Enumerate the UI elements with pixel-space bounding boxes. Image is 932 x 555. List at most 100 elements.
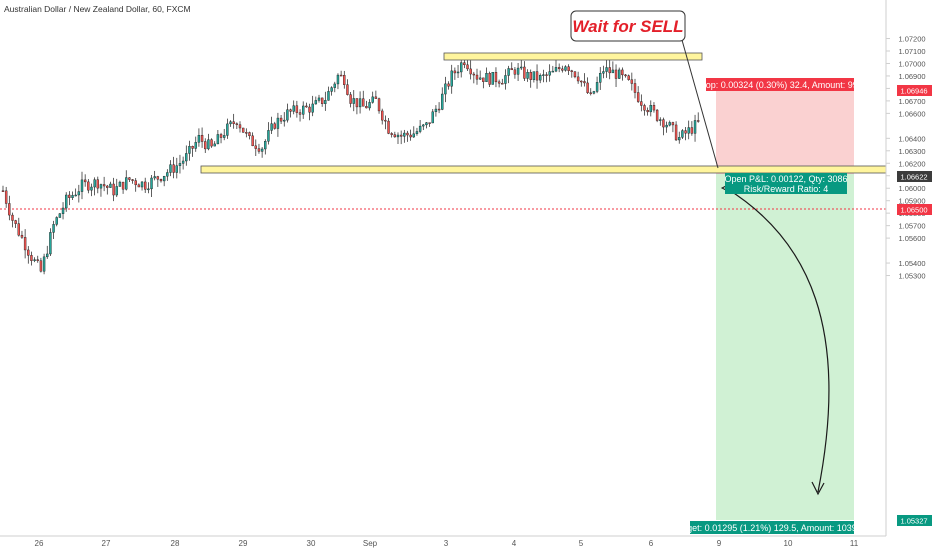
stop-label: Stop: 0.00324 (0.30%) 32.4, Amount: 990 bbox=[697, 78, 863, 91]
candle-down bbox=[646, 110, 649, 113]
candle-down bbox=[8, 203, 11, 216]
candle-down bbox=[156, 176, 160, 180]
candle-down bbox=[17, 223, 20, 236]
candle-down bbox=[102, 184, 106, 187]
candle-up bbox=[403, 132, 406, 137]
candles-group bbox=[1, 58, 700, 275]
candle-down bbox=[390, 133, 393, 135]
candle-down bbox=[365, 106, 368, 109]
candle-down bbox=[674, 124, 678, 141]
y-tick-label: 1.07100 bbox=[898, 47, 925, 56]
svg-text:1.06622: 1.06622 bbox=[900, 173, 927, 182]
candle-down bbox=[112, 183, 115, 196]
x-tick-label: 5 bbox=[579, 539, 584, 548]
callout-pointer-line bbox=[681, 39, 719, 169]
candle-up bbox=[197, 134, 201, 143]
candle-up bbox=[276, 117, 280, 129]
candle-down bbox=[671, 122, 675, 126]
candle-down bbox=[346, 84, 349, 95]
candle-up bbox=[618, 69, 621, 79]
candle-down bbox=[355, 98, 359, 108]
candle-up bbox=[311, 103, 314, 113]
candle-down bbox=[570, 70, 573, 72]
y-tick-label: 1.05400 bbox=[898, 259, 925, 268]
candle-down bbox=[384, 119, 387, 122]
candle-down bbox=[251, 135, 254, 147]
candle-up bbox=[64, 194, 68, 209]
symbol-title: Australian Dollar / New Zealand Dollar, … bbox=[4, 4, 191, 14]
x-tick-label: Sep bbox=[363, 539, 378, 548]
candle-down bbox=[576, 76, 580, 82]
candle-down bbox=[399, 134, 403, 137]
price-axis[interactable]: 1.072001.071001.070001.069001.068001.067… bbox=[885, 0, 932, 550]
candle-down bbox=[254, 145, 258, 149]
candle-down bbox=[627, 75, 630, 80]
candle-down bbox=[200, 134, 204, 142]
candle-down bbox=[30, 255, 33, 261]
candle-down bbox=[697, 120, 700, 122]
time-axis[interactable]: 26 27 28 29 30 Sep 3 4 5 6 9 10 11 bbox=[0, 535, 886, 550]
candle-down bbox=[295, 105, 299, 113]
y-tick-label: 1.05900 bbox=[898, 197, 925, 206]
candle-down bbox=[137, 184, 141, 188]
candle-down bbox=[586, 82, 589, 93]
target-label: Target: 0.01295 (1.21%) 129.5, Amount: 1… bbox=[675, 521, 869, 534]
resistance-level[interactable] bbox=[443, 52, 703, 61]
candle-down bbox=[172, 164, 175, 173]
y-tick-label: 1.07200 bbox=[898, 35, 925, 44]
candle-down bbox=[529, 72, 532, 80]
candle-down bbox=[308, 106, 311, 113]
candle-down bbox=[466, 64, 469, 70]
candle-up bbox=[71, 195, 74, 198]
candle-up bbox=[532, 71, 536, 80]
candle-up bbox=[485, 73, 488, 82]
candle-down bbox=[583, 81, 586, 84]
candle-up bbox=[336, 74, 340, 85]
candle-up bbox=[431, 111, 434, 124]
candle-up bbox=[668, 122, 671, 126]
candle-down bbox=[621, 69, 624, 76]
candle-up bbox=[665, 124, 668, 128]
y-tick-label: 1.06400 bbox=[898, 134, 925, 143]
x-tick-label: 4 bbox=[512, 539, 517, 548]
candle-up bbox=[605, 67, 608, 72]
candle-down bbox=[381, 110, 384, 121]
candle-down bbox=[36, 259, 39, 261]
candle-down bbox=[191, 146, 194, 149]
y-tick-label: 1.06700 bbox=[898, 97, 925, 106]
candle-up bbox=[314, 100, 318, 105]
candle-up bbox=[93, 179, 96, 188]
open-pnl-label: Open P&L: 0.00122, Qty: 3086 Risk/Reward… bbox=[724, 173, 848, 194]
x-tick-label: 11 bbox=[850, 539, 859, 548]
wait-for-sell-callout[interactable]: Wait for SELL bbox=[570, 10, 686, 42]
candle-up bbox=[115, 186, 118, 196]
candle-up bbox=[147, 188, 150, 191]
candle-down bbox=[633, 83, 637, 93]
stop-price-tag: 1.06946 bbox=[897, 85, 932, 96]
candle-down bbox=[210, 139, 213, 147]
candle-up bbox=[611, 69, 615, 74]
candle-down bbox=[428, 122, 431, 124]
candle-up bbox=[693, 120, 697, 134]
candle-up bbox=[460, 62, 463, 73]
support-level[interactable] bbox=[200, 165, 892, 174]
candle-down bbox=[652, 105, 656, 111]
candle-up bbox=[441, 93, 444, 110]
candle-up bbox=[478, 77, 482, 80]
candle-up bbox=[109, 183, 112, 188]
candle-up bbox=[166, 172, 169, 177]
candle-up bbox=[444, 83, 447, 95]
candle-up bbox=[330, 87, 333, 92]
candle-up bbox=[371, 96, 374, 103]
candle-up bbox=[49, 232, 52, 255]
candle-down bbox=[447, 83, 450, 87]
candle-down bbox=[289, 109, 292, 112]
candle-down bbox=[273, 123, 276, 129]
candle-down bbox=[573, 71, 577, 78]
candle-up bbox=[551, 70, 555, 73]
candle-down bbox=[298, 112, 302, 115]
candle-up bbox=[352, 98, 355, 104]
y-tick-label: 1.06600 bbox=[898, 109, 925, 118]
